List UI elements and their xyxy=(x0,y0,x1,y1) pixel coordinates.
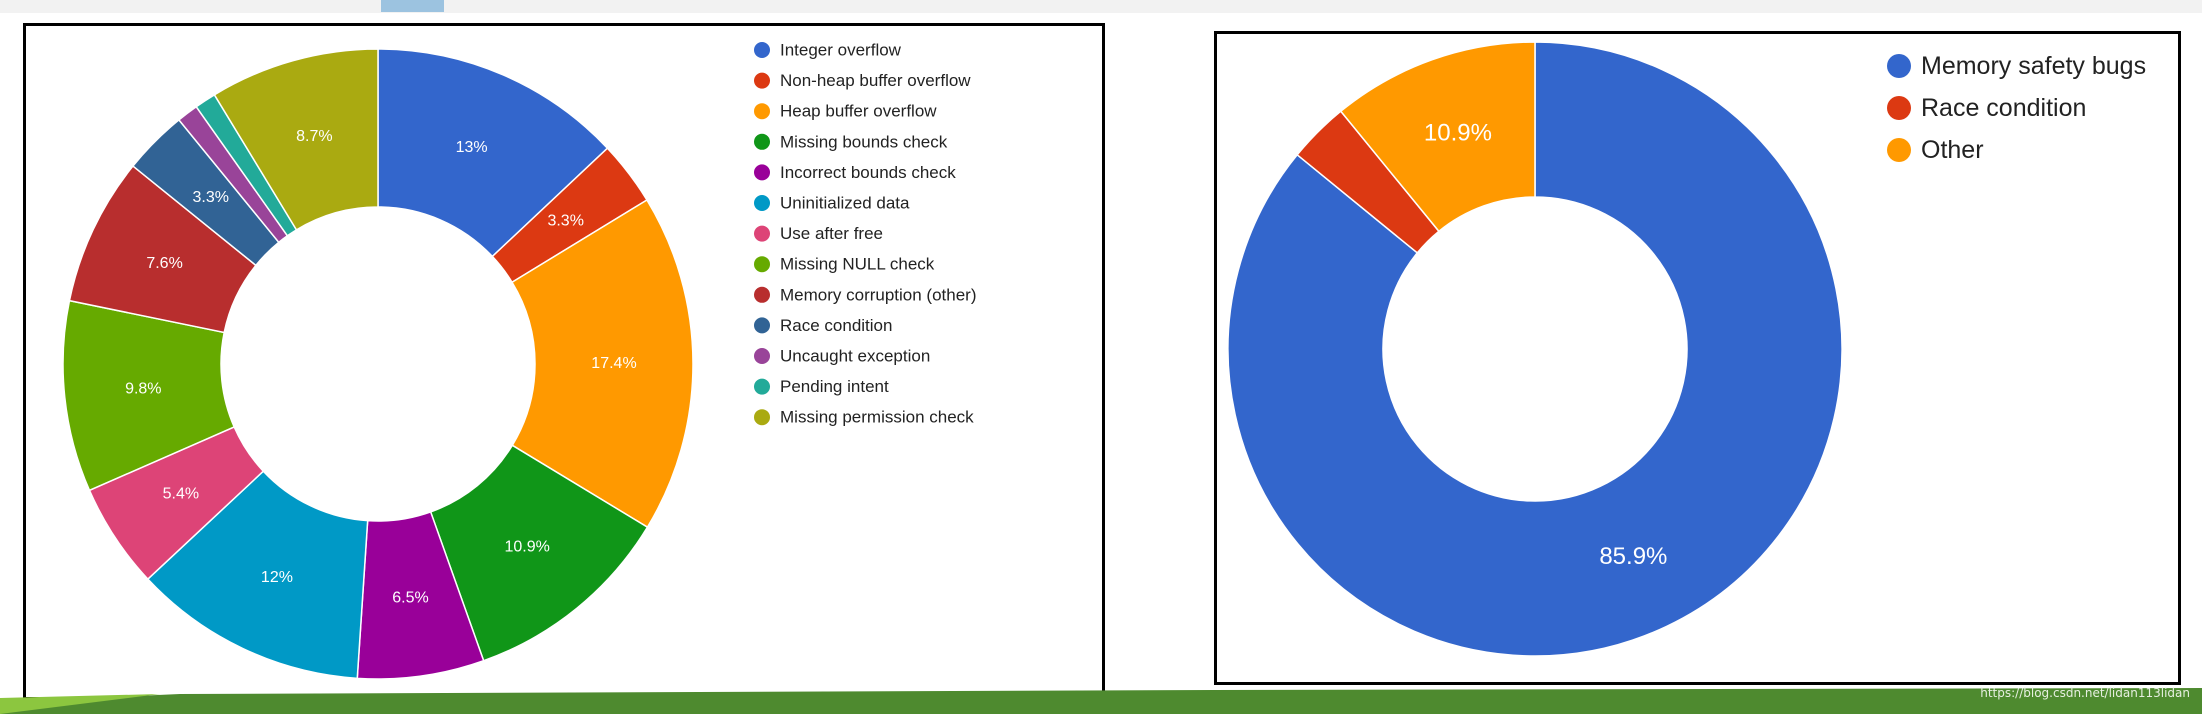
legend-marker-race-condition xyxy=(754,317,770,334)
legend-marker-other xyxy=(1887,138,1911,162)
legend-label-use-after-free[interactable]: Use after free xyxy=(780,224,883,243)
slice-label-heap-buffer-overflow: 17.4% xyxy=(591,355,636,372)
slice-label-use-after-free: 5.4% xyxy=(163,485,199,502)
legend-label-non-heap-buffer-overflow[interactable]: Non-heap buffer overflow xyxy=(780,71,971,90)
top-highlight-mark xyxy=(381,0,444,12)
slice-label-missing-null-check: 9.8% xyxy=(125,380,161,397)
legend-marker-memory-safety-bugs xyxy=(1887,54,1911,78)
legend-marker-missing-bounds-check xyxy=(754,133,770,150)
slice-label-non-heap-buffer-overflow: 3.3% xyxy=(547,212,583,229)
legend-label-race-condition[interactable]: Race condition xyxy=(780,316,892,335)
legend-label-heap-buffer-overflow[interactable]: Heap buffer overflow xyxy=(780,102,937,121)
legend-marker-memory-corruption-other xyxy=(754,286,770,303)
slice-label-memory-safety-bugs: 85.9% xyxy=(1599,543,1667,570)
legend-label-integer-overflow[interactable]: Integer overflow xyxy=(780,41,902,60)
slice-label-memory-corruption-other: 7.6% xyxy=(146,255,182,272)
slice-label-missing-bounds-check: 10.9% xyxy=(504,538,549,555)
legend-label-memory-corruption-other[interactable]: Memory corruption (other) xyxy=(780,285,977,304)
slice-integer-overflow xyxy=(377,48,609,258)
legend-marker-incorrect-bounds-check xyxy=(754,164,770,181)
legend-label-uncaught-exception[interactable]: Uncaught exception xyxy=(780,347,930,366)
legend-marker-race-condition xyxy=(1887,96,1911,120)
legend-marker-missing-permission-check xyxy=(754,409,770,426)
slice-label-race-condition: 3.3% xyxy=(192,189,228,206)
legend-label-race-condition[interactable]: Race condition xyxy=(1921,94,2086,122)
watermark-url: https://blog.csdn.net/lidan113lidan xyxy=(1980,686,2190,700)
legend-marker-uncaught-exception xyxy=(754,348,770,364)
slice-label-incorrect-bounds-check: 6.5% xyxy=(392,589,428,606)
slice-other xyxy=(1339,41,1536,233)
slice-memory-safety-bugs xyxy=(1227,41,1843,657)
slice-label-uninitialized-data: 12% xyxy=(261,569,293,586)
legend-label-missing-bounds-check[interactable]: Missing bounds check xyxy=(780,132,948,151)
legend-label-uninitialized-data[interactable]: Uninitialized data xyxy=(780,194,910,213)
footer-band xyxy=(0,688,2202,714)
chart-panel-vulnerability-types: 13% 3.3% 17.4% 10.9% 6.5% 12% 5.4% 9.8% 7.6% 3.3%… xyxy=(23,23,1105,700)
slice-uninitialized-data xyxy=(146,470,369,680)
legend-marker-missing-null-check xyxy=(754,256,770,273)
slice-missing-permission-check xyxy=(213,48,379,231)
legend-marker-non-heap-buffer-overflow xyxy=(754,72,770,89)
legend-label-missing-null-check[interactable]: Missing NULL check xyxy=(780,255,935,274)
chart-panel-bug-categories: 85.9% 10.9% Memory safety bugs Race conditi… xyxy=(1214,31,2181,685)
legend-label-memory-safety-bugs[interactable]: Memory safety bugs xyxy=(1921,52,2146,80)
slice-label-other: 10.9% xyxy=(1424,119,1492,146)
slice-label-integer-overflow: 13% xyxy=(456,139,488,156)
legend-marker-integer-overflow xyxy=(754,42,770,58)
donut-chart-bug-categories: 85.9% 10.9% Memory safety bugs Race conditi… xyxy=(1227,41,2146,657)
top-strip xyxy=(0,0,2202,13)
legend-label-incorrect-bounds-check[interactable]: Incorrect bounds check xyxy=(780,163,956,182)
slice-heap-buffer-overflow xyxy=(511,198,694,529)
legend-marker-uninitialized-data xyxy=(754,195,770,211)
slice-label-missing-permission-check: 8.7% xyxy=(296,128,332,145)
legend-marker-heap-buffer-overflow xyxy=(754,103,770,120)
legend-marker-pending-intent xyxy=(754,378,770,395)
legend-label-missing-permission-check[interactable]: Missing permission check xyxy=(780,408,974,427)
legend-marker-use-after-free xyxy=(754,225,770,242)
donut-chart-vulnerability-types: 13% 3.3% 17.4% 10.9% 6.5% 12% 5.4% 9.8% 7.6% 3.3%… xyxy=(62,41,977,680)
legend-label-other[interactable]: Other xyxy=(1921,136,1984,164)
legend-label-pending-intent[interactable]: Pending intent xyxy=(780,377,889,396)
